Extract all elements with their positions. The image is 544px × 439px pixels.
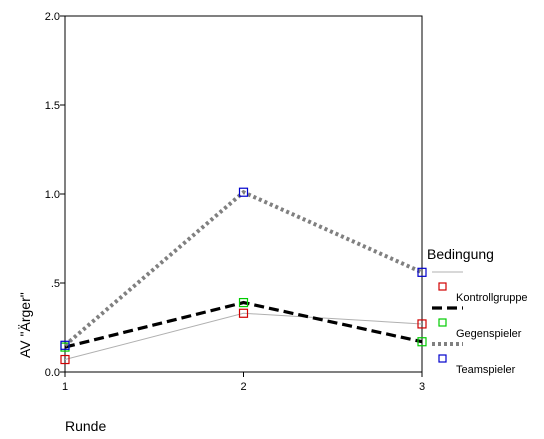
y-tick-label: 1.0 (45, 189, 60, 201)
x-tick-label: 2 (240, 381, 246, 393)
series-marker (238, 187, 249, 197)
y-tick-label: 1.5 (45, 100, 60, 112)
series-line-0 (64, 312, 423, 361)
axes: 0.0 .5 1.0 1.5 2.0 1 2 3 (45, 11, 425, 393)
x-tick-label: 1 (62, 381, 68, 393)
series-marker (417, 267, 427, 277)
series-line-2 (63, 189, 423, 347)
series-marker (238, 297, 249, 308)
legend: Bedingung Kontrollgruppe Gegenspieler Team… (427, 246, 528, 376)
y-tick-label: 0.0 (45, 367, 60, 379)
legend-label-1: Gegenspieler (456, 328, 522, 340)
x-tick-label: 3 (419, 381, 425, 393)
series-line-1 (64, 300, 423, 349)
series-marker (60, 340, 70, 350)
series-marker (417, 337, 427, 347)
y-tick-label: 2.0 (45, 11, 60, 23)
legend-label-0: Kontrollgruppe (456, 292, 528, 304)
series-marker (417, 319, 427, 329)
y-axis-label: AV "Ärger" (17, 292, 33, 358)
legend-marker-0 (438, 282, 447, 291)
series-marker (238, 308, 249, 318)
legend-marker-1 (438, 318, 447, 327)
series-layer (60, 187, 427, 365)
series-marker (60, 354, 70, 365)
legend-title: Bedingung (427, 246, 494, 262)
x-axis-label: Runde (65, 418, 106, 434)
legend-label-2: Teamspieler (456, 364, 516, 376)
y-tick-label: .5 (51, 278, 60, 290)
legend-marker-2 (438, 354, 447, 363)
